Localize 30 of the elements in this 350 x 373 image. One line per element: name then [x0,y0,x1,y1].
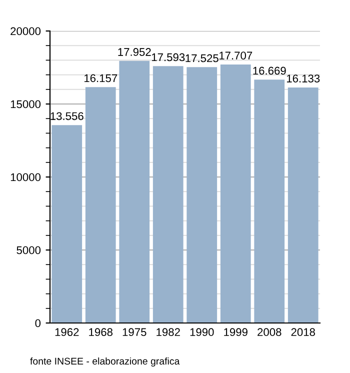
source-note: fonte INSEE - elaborazione grafica [30,357,180,367]
bar [288,87,318,323]
data-label: 17.952 [118,48,151,56]
bar [52,125,82,323]
bar [85,87,116,323]
data-label: 13.556 [50,112,84,120]
y-tick-label: 0 [35,319,41,328]
x-tick-label: 1990 [190,328,214,336]
bar [186,67,218,323]
x-tick-label: 1999 [224,328,248,336]
y-tick-label: 10000 [10,173,41,182]
x-tick-label: 1975 [122,328,146,336]
bar [152,66,184,323]
data-label: 17.525 [186,54,218,62]
x-tick-label: 2018 [291,328,315,336]
data-label: 16.669 [253,66,286,75]
data-label: 16.133 [286,74,320,82]
x-tick-label: 1962 [55,328,79,336]
x-tick-label: 1982 [156,328,180,336]
x-tick-label: 1968 [89,328,112,336]
data-label: 17.593 [152,53,185,62]
bar [254,80,285,323]
y-tick-label: 15000 [10,100,41,108]
bar [220,64,251,323]
y-tick-label: 20000 [10,27,41,36]
bar [119,60,150,323]
y-tick-label: 5000 [16,246,41,254]
data-label: 17.707 [219,52,252,60]
x-tick-label: 2008 [258,328,282,336]
data-label: 16.157 [84,74,118,82]
